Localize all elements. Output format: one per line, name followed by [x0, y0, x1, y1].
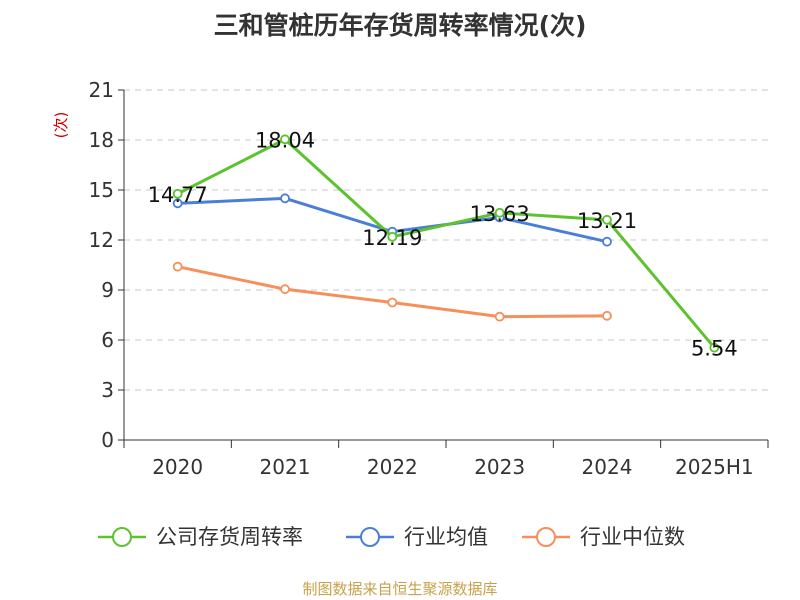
data-point [172, 188, 183, 199]
legend-item: 行业中位数 [522, 525, 685, 549]
data-point [602, 310, 612, 321]
data-point [602, 236, 612, 247]
legend-item: 公司存货周转率 [98, 525, 303, 549]
y-tick-label: 21 [89, 78, 114, 102]
data-point [172, 261, 183, 272]
source-note: 制图数据来自恒生聚源数据库 [302, 580, 498, 598]
series-line [176, 137, 716, 349]
legend-label: 公司存货周转率 [156, 525, 303, 549]
legend-label: 行业均值 [404, 525, 488, 549]
data-label: 12.19 [362, 226, 422, 250]
data-label: 5.54 [691, 337, 738, 361]
legend-swatch-marker [112, 527, 132, 547]
y-tick-label: 12 [89, 228, 114, 252]
legend-swatch-marker [360, 527, 380, 547]
y-axis-unit: (次) [52, 112, 70, 139]
data-point [494, 311, 505, 322]
y-tick-label: 15 [89, 178, 114, 202]
series-0 [172, 134, 720, 353]
data-point [387, 297, 398, 308]
data-point [280, 134, 290, 145]
data-label: 14.77 [148, 183, 208, 207]
y-tick-label: 6 [101, 328, 114, 352]
x-tick-label: 2025H1 [675, 455, 754, 479]
x-tick-label: 2024 [582, 455, 633, 479]
chart-title: 三和管桩历年存货周转率情况(次) [213, 11, 587, 40]
data-point [494, 207, 505, 218]
x-tick-label: 2022 [367, 455, 418, 479]
x-tick-label: 2020 [152, 455, 203, 479]
data-label: 18.04 [255, 128, 315, 152]
data-point [709, 342, 720, 353]
legend-label: 行业中位数 [580, 525, 685, 549]
y-tick-label: 18 [89, 128, 114, 152]
data-point [280, 284, 290, 295]
data-point [172, 198, 183, 209]
legend-item: 行业均值 [346, 525, 488, 549]
series-line [177, 265, 608, 319]
series-2 [172, 261, 612, 322]
data-point [280, 193, 290, 204]
data-label: 13.21 [577, 209, 637, 233]
y-tick-label: 9 [101, 278, 114, 302]
y-tick-label: 0 [101, 428, 114, 452]
data-label: 13.63 [470, 202, 530, 226]
y-tick-label: 3 [101, 378, 114, 402]
x-tick-label: 2021 [260, 455, 311, 479]
data-point [602, 214, 612, 225]
data-point [387, 231, 398, 242]
legend-swatch-marker [536, 527, 556, 547]
x-tick-label: 2023 [474, 455, 525, 479]
